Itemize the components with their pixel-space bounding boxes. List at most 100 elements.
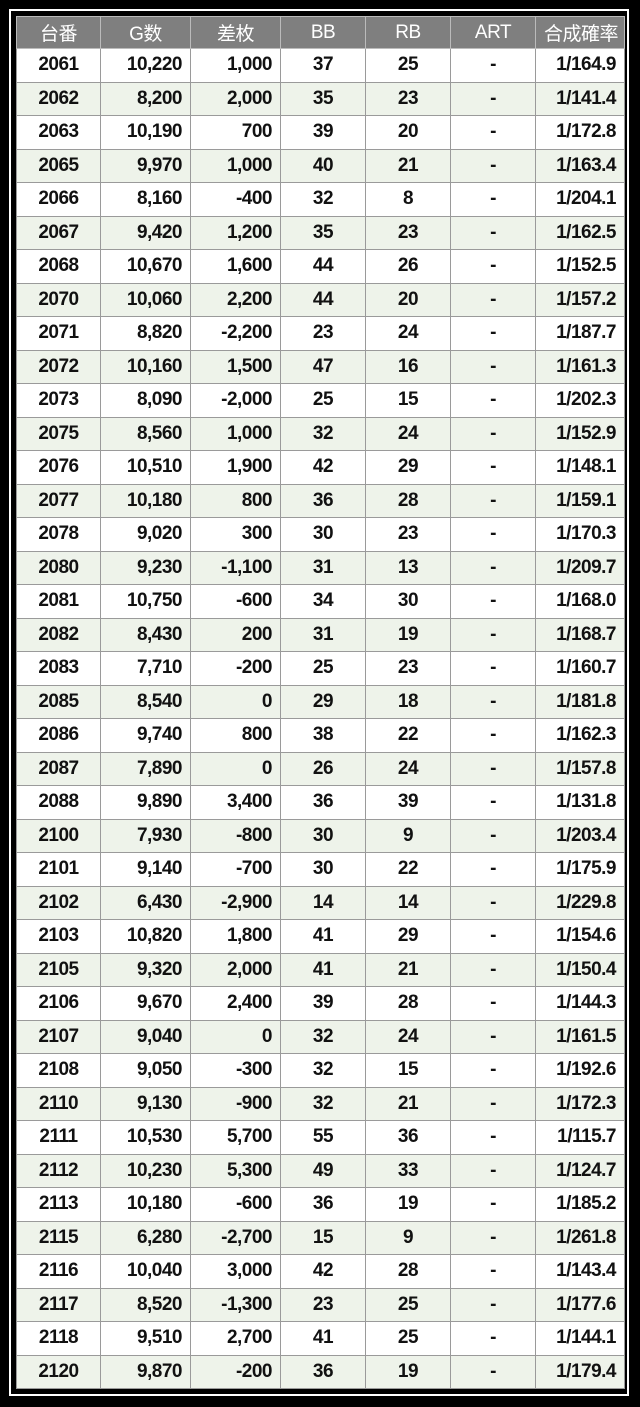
cell-combined-rate: 1/203.4 [535, 818, 625, 853]
cell-art: - [450, 115, 536, 150]
table-row: 2066 8,160 -400 32 8-1/204.1 [16, 182, 625, 217]
cell-art: - [450, 986, 536, 1021]
table-row: 2063 10,190 700 39 20-1/172.8 [16, 115, 625, 150]
cell-diff: 700 [190, 115, 281, 150]
cell-bb: 30 [280, 852, 366, 887]
table-row: 2106 9,670 2,400 39 28-1/144.3 [16, 986, 625, 1021]
table-row: 2117 8,520 -1,300 23 25-1/177.6 [16, 1287, 625, 1322]
cell-bb: 40 [280, 148, 366, 183]
table-row: 2078 9,020 300 30 23-1/170.3 [16, 517, 625, 552]
cell-bb: 36 [280, 1354, 366, 1389]
cell-rb: 19 [365, 1354, 451, 1389]
cell-art: - [450, 1120, 536, 1155]
cell-combined-rate: 1/177.6 [535, 1287, 625, 1322]
cell-diff: -300 [190, 1053, 281, 1088]
cell-games: 10,230 [100, 1153, 191, 1188]
cell-games: 10,180 [100, 1187, 191, 1222]
cell-art: - [450, 1153, 536, 1188]
header-machine-number: 台番 [16, 16, 101, 49]
cell-rb: 36 [365, 1120, 451, 1155]
table-row: 2080 9,230 -1,100 31 13-1/209.7 [16, 550, 625, 585]
table-row: 2085 8,540 0 29 18-1/181.8 [16, 684, 625, 719]
cell-machine-number: 2076 [16, 450, 101, 485]
cell-machine-number: 2080 [16, 550, 101, 585]
cell-machine-number: 2088 [16, 785, 101, 820]
cell-diff: -400 [190, 182, 281, 217]
cell-games: 10,530 [100, 1120, 191, 1155]
cell-rb: 21 [365, 148, 451, 183]
cell-bb: 23 [280, 316, 366, 351]
cell-diff: 1,000 [190, 148, 281, 183]
cell-art: - [450, 215, 536, 250]
cell-art: - [450, 81, 536, 116]
cell-machine-number: 2100 [16, 818, 101, 853]
table-row: 2102 6,430 -2,900 14 14-1/229.8 [16, 885, 625, 920]
cell-bb: 41 [280, 1321, 366, 1356]
cell-diff: -2,200 [190, 316, 281, 351]
table-row: 2112 10,230 5,300 49 33-1/124.7 [16, 1153, 625, 1188]
cell-games: 10,180 [100, 483, 191, 518]
cell-rb: 18 [365, 684, 451, 719]
table-row: 2076 10,510 1,900 42 29-1/148.1 [16, 450, 625, 485]
cell-machine-number: 2113 [16, 1187, 101, 1222]
cell-art: - [450, 1086, 536, 1121]
cell-bb: 25 [280, 383, 366, 418]
data-table: 台番 G数 差枚 BB RB ART 合成確率 2061 10,220 1,000 3… [16, 16, 625, 1389]
cell-games: 10,220 [100, 48, 191, 83]
cell-machine-number: 2081 [16, 584, 101, 619]
cell-rb: 15 [365, 1053, 451, 1088]
cell-combined-rate: 1/202.3 [535, 383, 625, 418]
cell-bb: 42 [280, 450, 366, 485]
cell-combined-rate: 1/157.2 [535, 282, 625, 317]
table-row: 2088 9,890 3,400 36 39-1/131.8 [16, 785, 625, 820]
cell-diff: -2,000 [190, 383, 281, 418]
cell-bb: 42 [280, 1254, 366, 1289]
cell-games: 9,320 [100, 952, 191, 987]
header-row: 台番 G数 差枚 BB RB ART 合成確率 [16, 16, 625, 49]
cell-games: 8,430 [100, 617, 191, 652]
cell-rb: 22 [365, 852, 451, 887]
cell-diff: 1,600 [190, 249, 281, 284]
cell-bb: 44 [280, 249, 366, 284]
cell-combined-rate: 1/144.3 [535, 986, 625, 1021]
cell-games: 8,090 [100, 383, 191, 418]
cell-bb: 35 [280, 215, 366, 250]
cell-bb: 26 [280, 751, 366, 786]
cell-diff: 1,000 [190, 416, 281, 451]
cell-art: - [450, 785, 536, 820]
cell-games: 8,540 [100, 684, 191, 719]
cell-machine-number: 2078 [16, 517, 101, 552]
cell-machine-number: 2115 [16, 1220, 101, 1255]
cell-diff: -800 [190, 818, 281, 853]
table-row: 2065 9,970 1,000 40 21-1/163.4 [16, 148, 625, 183]
header-rb: RB [365, 16, 451, 49]
cell-combined-rate: 1/161.5 [535, 1019, 625, 1054]
cell-combined-rate: 1/164.9 [535, 48, 625, 83]
cell-diff: -1,300 [190, 1287, 281, 1322]
cell-combined-rate: 1/141.4 [535, 81, 625, 116]
cell-rb: 30 [365, 584, 451, 619]
cell-machine-number: 2117 [16, 1287, 101, 1322]
cell-machine-number: 2071 [16, 316, 101, 351]
cell-bb: 55 [280, 1120, 366, 1155]
cell-rb: 28 [365, 986, 451, 1021]
cell-combined-rate: 1/162.5 [535, 215, 625, 250]
cell-art: - [450, 1287, 536, 1322]
cell-rb: 25 [365, 48, 451, 83]
cell-diff: 200 [190, 617, 281, 652]
cell-art: - [450, 282, 536, 317]
cell-combined-rate: 1/168.7 [535, 617, 625, 652]
cell-games: 10,670 [100, 249, 191, 284]
cell-games: 9,970 [100, 148, 191, 183]
table-row: 2111 10,530 5,700 55 36-1/115.7 [16, 1120, 625, 1155]
table-row: 2072 10,160 1,500 47 16-1/161.3 [16, 349, 625, 384]
table-row: 2086 9,740 800 38 22-1/162.3 [16, 718, 625, 753]
cell-games: 9,870 [100, 1354, 191, 1389]
cell-machine-number: 2103 [16, 919, 101, 954]
cell-games: 8,820 [100, 316, 191, 351]
cell-bb: 49 [280, 1153, 366, 1188]
cell-diff: 1,200 [190, 215, 281, 250]
cell-art: - [450, 48, 536, 83]
cell-games: 6,430 [100, 885, 191, 920]
cell-diff: -2,700 [190, 1220, 281, 1255]
